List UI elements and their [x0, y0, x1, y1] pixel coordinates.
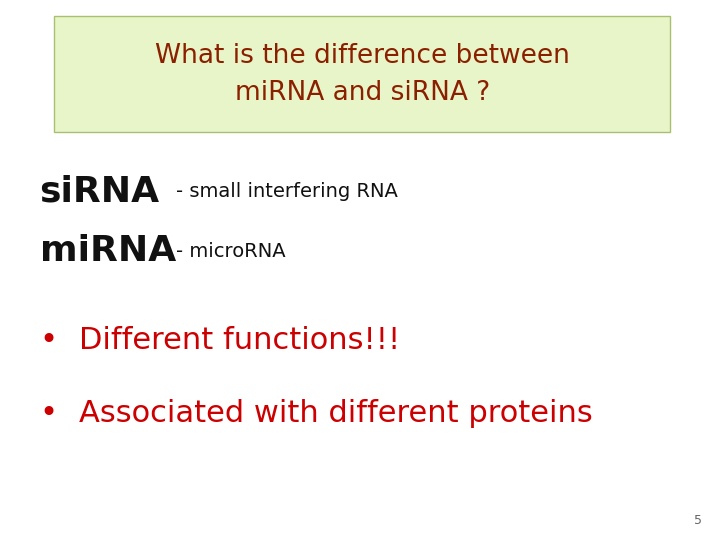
Text: siRNA: siRNA [40, 175, 160, 208]
Text: 5: 5 [694, 514, 702, 526]
Text: miRNA: miRNA [40, 234, 176, 268]
Text: •: • [40, 399, 58, 428]
FancyBboxPatch shape [54, 16, 670, 132]
Text: What is the difference between
miRNA and siRNA ?: What is the difference between miRNA and… [155, 43, 570, 106]
Text: •: • [40, 326, 58, 355]
Text: - microRNA: - microRNA [176, 241, 286, 261]
Text: Associated with different proteins: Associated with different proteins [79, 399, 593, 428]
Text: - small interfering RNA: - small interfering RNA [176, 182, 398, 201]
Text: Different functions!!!: Different functions!!! [79, 326, 400, 355]
